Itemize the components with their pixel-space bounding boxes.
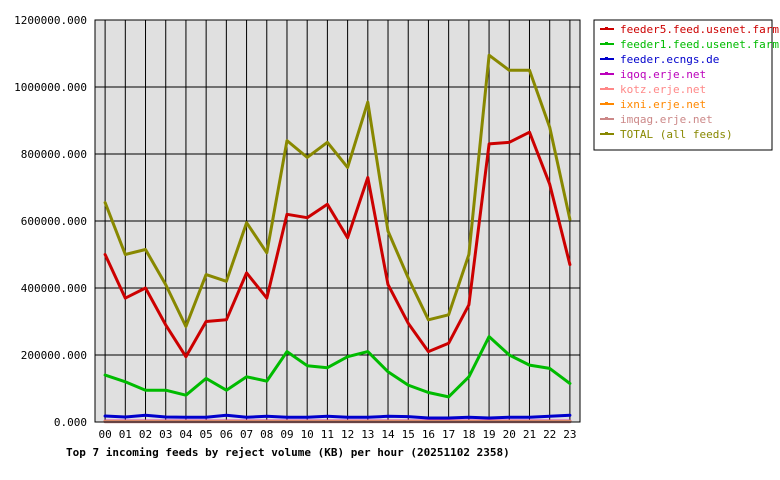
legend-swatch-marker (605, 87, 608, 90)
y-tick-label: 400000.000 (21, 282, 87, 295)
y-tick-label: 800000.000 (21, 148, 87, 161)
legend-entry: kotz.erje.net (620, 83, 706, 96)
x-tick-label: 20 (503, 428, 516, 441)
legend-box (593, 19, 773, 151)
x-tick-label: 11 (321, 428, 334, 441)
y-tick-label: 200000.000 (21, 349, 87, 362)
x-tick-label: 19 (482, 428, 495, 441)
x-tick-label: 18 (462, 428, 475, 441)
legend-entry: ixni.erje.net (620, 98, 706, 111)
series-line (103, 335, 572, 399)
x-tick-label: 08 (260, 428, 273, 441)
x-tick-label: 01 (119, 428, 132, 441)
series-line (103, 130, 572, 359)
x-axis-ticks: 00 01 02 03 04 05 06 07 08 09 10 11 12 13 14 15 16 17 18 19… (98, 428, 576, 441)
x-tick-label: 14 (381, 428, 395, 441)
grid-lines (95, 19, 580, 423)
legend-swatch-marker (605, 102, 608, 105)
x-tick-label: 07 (240, 428, 253, 441)
series-line (103, 53, 572, 328)
legend-swatch-marker (605, 117, 608, 120)
x-tick-label: 23 (563, 428, 576, 441)
plot-border (94, 19, 581, 423)
x-tick-label: 04 (179, 428, 193, 441)
x-tick-label: 17 (442, 428, 455, 441)
x-tick-label: 10 (301, 428, 314, 441)
legend-entry: feeder5.feed.usenet.farm (620, 23, 779, 36)
legend-entry: feeder.ecngs.de (620, 53, 719, 66)
legend-swatch-marker (605, 42, 608, 45)
x-tick-label: 06 (220, 428, 233, 441)
legend-entry: iqoq.erje.net (620, 68, 706, 81)
x-tick-label: 00 (98, 428, 111, 441)
legend-swatch-marker (605, 27, 608, 30)
x-tick-label: 09 (280, 428, 293, 441)
series-line (103, 413, 572, 420)
legend-swatch-marker (605, 72, 608, 75)
y-tick-label: 600000.000 (21, 215, 87, 228)
chart-title: Top 7 incoming feeds by reject volume (K… (66, 446, 510, 459)
y-tick-label: 0.000 (54, 416, 87, 429)
y-tick-label: 1200000.000 (14, 14, 87, 27)
x-tick-label: 13 (361, 428, 374, 441)
y-axis-ticks: 0.000 200000.000 400000.000 600000.000 80000… (14, 14, 87, 429)
x-tick-label: 12 (341, 428, 354, 441)
legend-swatch-marker (605, 132, 608, 135)
x-tick-label: 05 (200, 428, 213, 441)
x-tick-label: 02 (139, 428, 152, 441)
y-tick-label: 1000000.000 (14, 81, 87, 94)
x-tick-label: 15 (402, 428, 415, 441)
legend: feeder5.feed.usenet.farm feeder1.feed.use… (593, 19, 779, 151)
legend-entry: TOTAL (all feeds) (620, 128, 733, 141)
x-tick-label: 21 (523, 428, 536, 441)
x-tick-label: 03 (159, 428, 172, 441)
x-tick-label: 16 (422, 428, 435, 441)
legend-entry: imqag.erje.net (620, 113, 713, 126)
legend-entry: feeder1.feed.usenet.farm (620, 38, 779, 51)
x-tick-label: 22 (543, 428, 556, 441)
legend-swatch-marker (605, 57, 608, 60)
